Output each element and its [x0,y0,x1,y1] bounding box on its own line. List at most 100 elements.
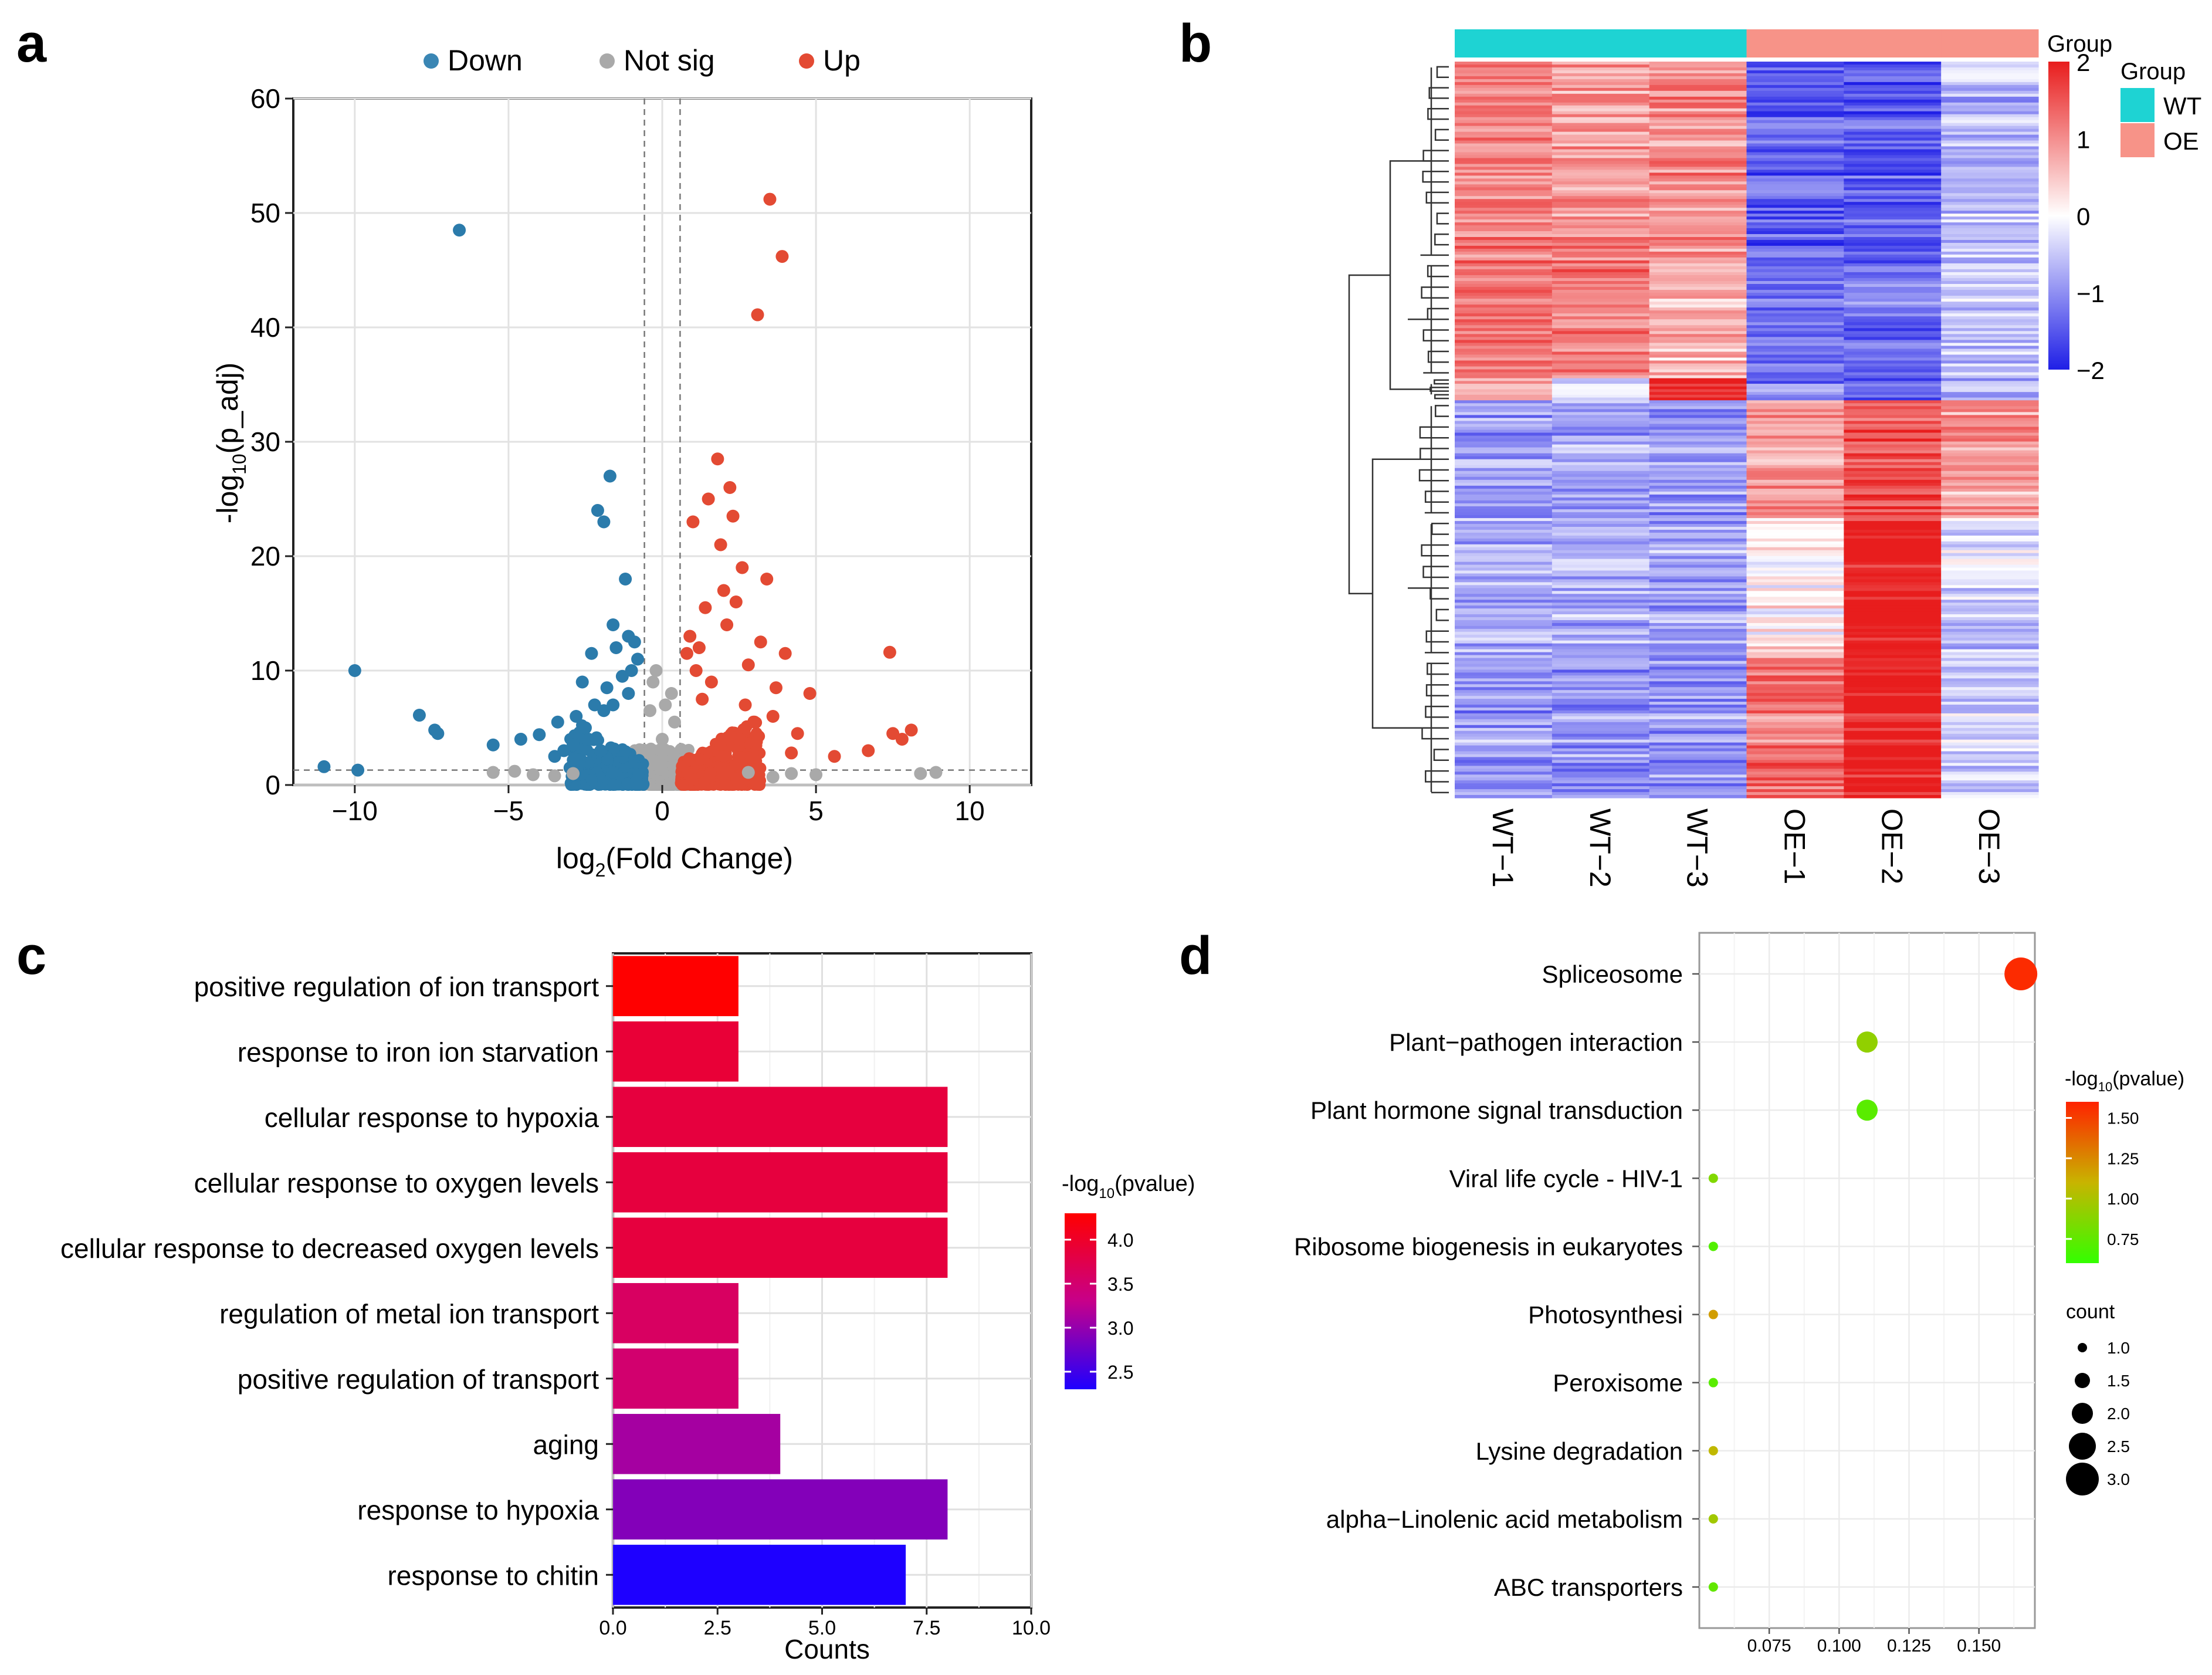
heatmap-cell [1649,716,1747,720]
heatmap-cell [1455,564,1553,569]
heatmap-cell [1941,500,2039,504]
heatmap-cell [1844,348,1942,353]
heatmap-cell [1552,485,1650,489]
heatmap-column-label: WT−1 [1486,808,1519,888]
go-bar [613,956,739,1017]
heatmap-cell [1649,196,1747,199]
heatmap-cell [1941,167,2039,170]
heatmap-cell [1844,272,1942,276]
heatmap-cell [1649,491,1747,495]
volcano-point-down [317,760,331,773]
heatmap-cell [1746,535,1844,539]
heatmap-cell [1455,462,1553,466]
heatmap-cell [1455,553,1553,557]
heatmap-cell [1941,681,2039,685]
group-legend-swatch [2120,123,2155,157]
heatmap-cell [1649,357,1747,361]
heatmap-cell [1552,603,1650,606]
volcano-point-up [905,723,918,737]
heatmap-cell [1746,559,1844,563]
heatmap-cell [1649,567,1747,571]
heatmap-cell [1941,105,2039,109]
heatmap-cell [1941,242,2039,246]
heatmap-cell [1941,337,2039,340]
heatmap-cell [1746,170,1844,173]
heatmap-cell [1844,432,1942,436]
heatmap-cell [1941,745,2039,749]
heatmap-cell [1649,381,1747,384]
heatmap-cell [1844,418,1942,422]
heatmap-cell [1455,304,1553,308]
heatmap-cell [1552,468,1650,472]
volcano-point [592,734,605,746]
panel-label-d: d [1179,926,1212,986]
heatmap-cell [1649,438,1747,442]
heatmap-cell [1455,450,1553,454]
heatmap-cell [1941,588,2039,591]
go-bar-category-label: regulation of metal ion transport [219,1298,599,1329]
heatmap-cell [1941,751,2039,755]
heatmap-cell [1455,597,1553,600]
heatmap-cell [1844,205,1942,208]
heatmap-cell [1649,591,1747,594]
heatmap-cell [1844,87,1942,92]
heatmap-cell [1649,239,1747,243]
heatmap-cell [1746,93,1844,97]
heatmap-cell [1552,208,1650,211]
heatmap-cell [1746,284,1844,287]
go-bar-x-tick-label: 0.0 [599,1617,626,1639]
heatmap-cell [1941,384,2039,387]
heatmap-cell [1941,710,2039,714]
heatmap-cell [1941,459,2039,463]
heatmap-cell [1844,406,1942,410]
heatmap-cell [1746,713,1844,717]
heatmap-cell [1746,346,1844,350]
volcano-point-up [723,481,737,494]
heatmap-cell [1552,400,1650,404]
heatmap-cell [1844,702,1942,705]
heatmap-cell [1649,588,1747,591]
heatmap-cell [1844,722,1942,726]
heatmap-cell [1746,570,1844,574]
heatmap-cell [1746,187,1844,191]
heatmap-cell [1455,216,1553,220]
heatmap-colorbar-tick-label: 0 [2076,203,2090,231]
heatmap-cell [1552,111,1650,115]
heatmap-cell [1941,643,2039,647]
heatmap-cell [1552,427,1650,431]
heatmap-cell [1649,319,1747,323]
heatmap-cell [1649,397,1747,401]
volcano-point-up [699,601,712,614]
heatmap-cell [1552,649,1650,653]
heatmap-cell [1746,287,1844,290]
heatmap-cell [1552,386,1650,390]
heatmap-cell [1941,225,2039,229]
volcano-y-tick-label: 50 [250,198,280,228]
dendrogram-branch [1425,705,1449,718]
heatmap-cell [1649,739,1747,743]
heatmap-cell [1552,792,1650,796]
heatmap-cell [1844,73,1942,77]
heatmap-cell [1455,384,1553,387]
heatmap-cell [1844,178,1942,182]
heatmap-cell [1844,117,1942,121]
heatmap-cell [1844,476,1942,480]
heatmap-cell [1941,465,2039,469]
heatmap-cell [1941,608,2039,612]
heatmap-cell [1746,307,1844,311]
kegg-dots [1708,957,2038,1592]
heatmap-cell [1455,497,1553,501]
heatmap-cell [1746,357,1844,361]
heatmap-cell [1649,733,1747,737]
heatmap-cell [1552,634,1650,638]
heatmap-cell [1455,134,1553,138]
heatmap-cell [1455,331,1553,334]
heatmap-cell [1941,476,2039,480]
heatmap-cell [1746,538,1844,542]
heatmap-cell [1746,343,1844,347]
panel-label-c: c [16,926,46,986]
heatmap-cell [1649,337,1747,340]
heatmap-cell [1455,570,1553,574]
heatmap-cell [1746,459,1844,463]
